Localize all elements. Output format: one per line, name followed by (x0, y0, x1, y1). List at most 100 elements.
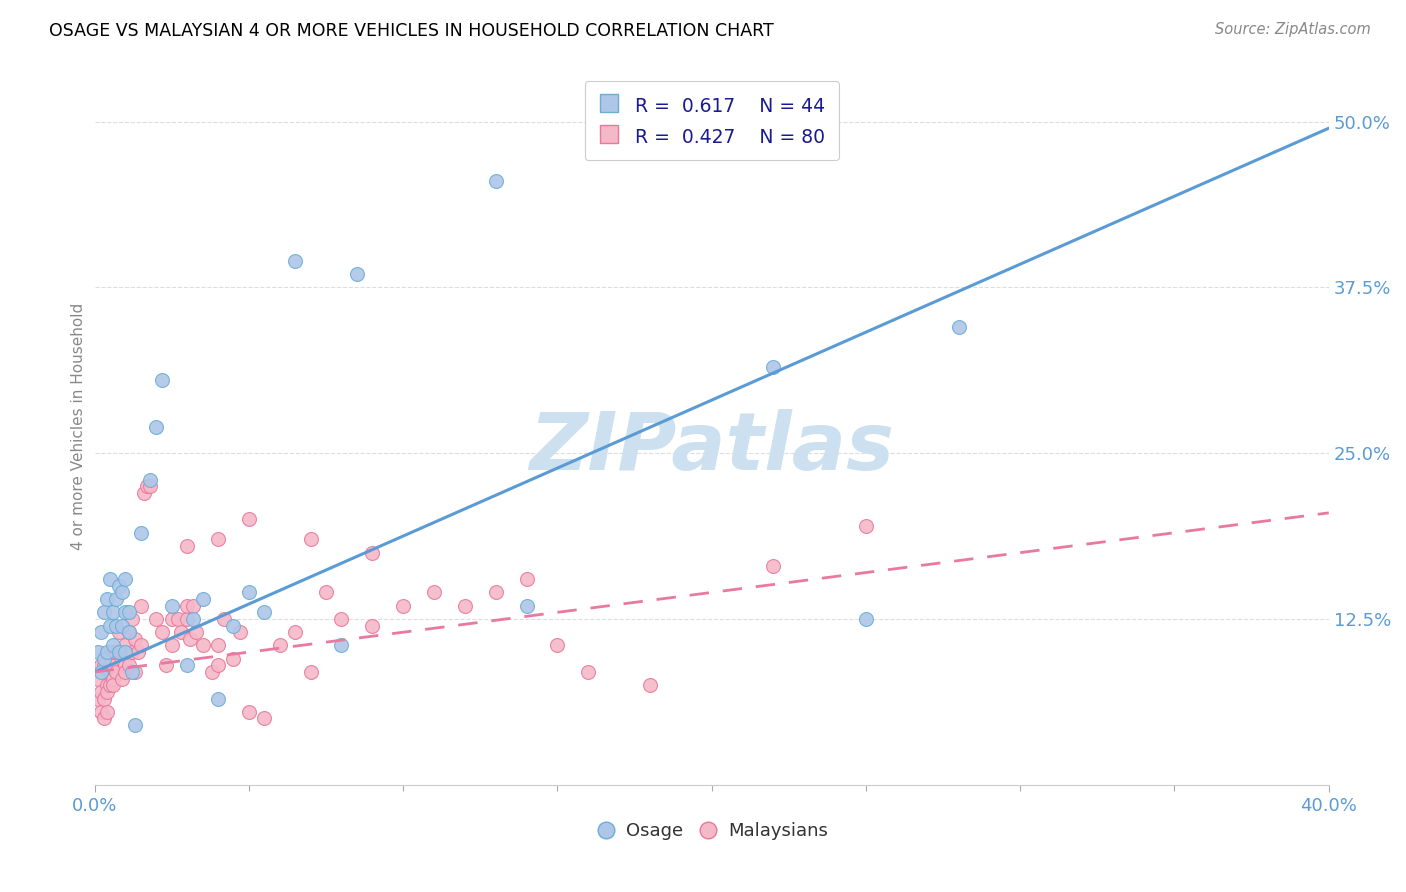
Point (176, 658, 198, 673)
Point (111, 672, 134, 686)
Point (86, 672, 108, 686)
Point (145, 612, 167, 626)
Point (114, 645, 136, 659)
Legend: R =  0.617    N = 44, R =  0.427    N = 80: R = 0.617 N = 44, R = 0.427 N = 80 (585, 81, 838, 161)
Point (108, 645, 131, 659)
Point (98, 658, 121, 673)
Point (98, 665, 121, 679)
Point (93, 711, 115, 725)
Point (132, 486, 155, 500)
Point (299, 665, 322, 679)
Point (176, 612, 198, 626)
Point (160, 612, 183, 626)
Point (330, 612, 353, 626)
Point (299, 533, 322, 547)
Point (114, 658, 136, 673)
Text: ZIPatlas: ZIPatlas (529, 409, 894, 487)
Point (114, 665, 136, 679)
Point (90, 665, 112, 679)
Point (212, 612, 235, 626)
Point (454, 599, 477, 613)
Point (155, 658, 177, 673)
Point (238, 585, 260, 599)
Point (948, 320, 970, 334)
Point (546, 639, 568, 653)
Point (111, 585, 134, 599)
Point (90, 658, 112, 673)
Point (105, 592, 128, 607)
Point (361, 546, 384, 560)
Point (114, 572, 136, 586)
Point (129, 525, 152, 540)
Point (638, 678, 661, 692)
Point (96, 645, 118, 659)
Point (108, 579, 131, 593)
Point (101, 605, 124, 619)
Point (90, 685, 112, 699)
Point (105, 618, 128, 632)
Point (108, 625, 131, 640)
Point (136, 479, 159, 493)
Point (176, 539, 198, 553)
Point (253, 605, 276, 619)
Point (96, 678, 118, 692)
Point (167, 612, 190, 626)
Point (361, 618, 384, 632)
Point (160, 599, 183, 613)
Point (346, 267, 368, 281)
Point (121, 665, 143, 679)
Point (96, 592, 118, 607)
Text: OSAGE VS MALAYSIAN 4 OR MORE VEHICLES IN HOUSEHOLD CORRELATION CHART: OSAGE VS MALAYSIAN 4 OR MORE VEHICLES IN… (49, 22, 773, 40)
Point (114, 639, 136, 653)
Point (762, 558, 785, 573)
Point (284, 253, 307, 268)
Point (96, 705, 118, 719)
Point (201, 665, 224, 679)
Point (207, 639, 229, 653)
Point (315, 585, 337, 599)
Point (152, 625, 174, 640)
Point (515, 599, 537, 613)
Point (105, 665, 128, 679)
Point (269, 639, 291, 653)
Point (222, 652, 245, 666)
Point (86, 691, 108, 706)
Point (139, 479, 162, 493)
Point (485, 174, 508, 188)
Point (855, 519, 877, 533)
Point (253, 711, 276, 725)
Point (101, 639, 124, 653)
Point (98, 572, 121, 586)
Point (93, 652, 115, 666)
Point (176, 599, 198, 613)
Point (181, 599, 204, 613)
Point (98, 678, 121, 692)
Point (114, 605, 136, 619)
Point (284, 625, 307, 640)
Point (117, 625, 139, 640)
Point (111, 618, 134, 632)
Point (191, 639, 214, 653)
Point (117, 605, 139, 619)
Point (90, 705, 112, 719)
Point (222, 618, 245, 632)
Point (207, 533, 229, 547)
Point (485, 585, 508, 599)
Point (111, 645, 134, 659)
Point (101, 678, 124, 692)
Point (101, 645, 124, 659)
Point (179, 632, 201, 646)
Point (145, 419, 167, 434)
Point (124, 718, 146, 732)
Point (96, 685, 118, 699)
Point (330, 639, 353, 653)
Point (191, 592, 214, 607)
Point (105, 645, 128, 659)
Point (124, 665, 146, 679)
Point (186, 625, 208, 640)
Point (127, 645, 149, 659)
Point (108, 645, 131, 659)
Point (207, 658, 229, 673)
Point (152, 373, 174, 387)
Point (121, 645, 143, 659)
